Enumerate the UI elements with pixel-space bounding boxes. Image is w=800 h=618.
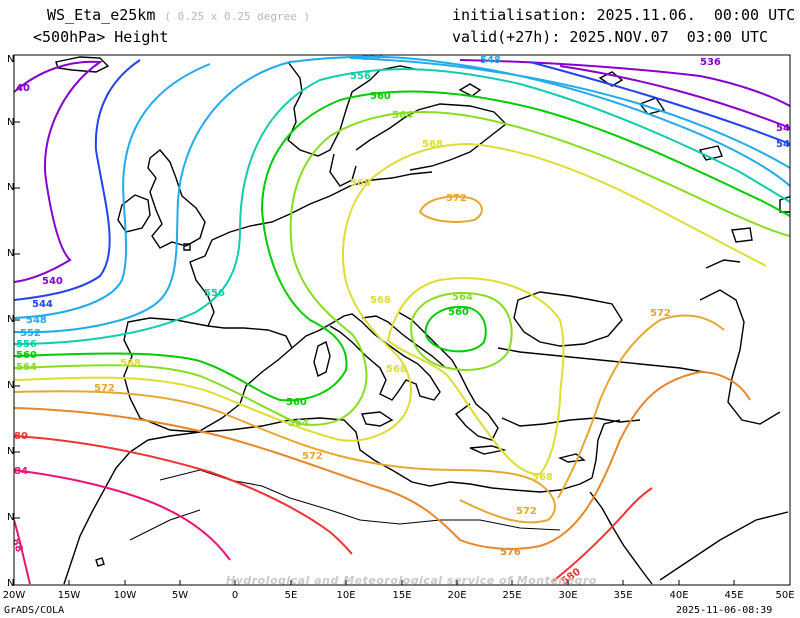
lon-tick: 5W bbox=[172, 590, 188, 601]
contour-label: 568 bbox=[370, 295, 391, 306]
contour-label: 560 bbox=[286, 397, 307, 408]
init-time: initialisation: 2025.11.06. 00:00 UTC bbox=[452, 6, 796, 24]
contour-label: 552 bbox=[362, 52, 383, 63]
contour-label: 568 bbox=[350, 178, 371, 189]
contour-label: 568 bbox=[422, 139, 443, 150]
lon-tick: 20W bbox=[3, 590, 26, 601]
contour-label: 564 bbox=[16, 362, 37, 373]
contour-label: 564 bbox=[288, 418, 309, 429]
lon-tick: 10E bbox=[336, 590, 355, 601]
map-frame bbox=[13, 54, 791, 586]
lat-tick: N bbox=[7, 182, 14, 193]
lat-tick: N bbox=[7, 380, 14, 391]
software-credit: GrADS/COLA bbox=[4, 605, 65, 616]
lat-tick: N bbox=[7, 248, 14, 259]
lon-tick: 0 bbox=[232, 590, 238, 601]
contour-label: 568 bbox=[120, 358, 141, 369]
contour-label: 40 bbox=[16, 83, 30, 94]
contour-label: 572 bbox=[94, 383, 115, 394]
contour-label: 564 bbox=[452, 292, 473, 303]
contour-label: 544 bbox=[32, 299, 53, 310]
lon-tick: 30E bbox=[558, 590, 577, 601]
lat-tick: N bbox=[7, 314, 14, 325]
lon-tick: 15W bbox=[58, 590, 81, 601]
lon-tick: 35E bbox=[613, 590, 632, 601]
lat-axis: N N N N N N N N N bbox=[7, 54, 20, 589]
contour-label: 564 bbox=[392, 110, 413, 121]
contour-label: 560 bbox=[370, 91, 391, 102]
lon-tick: 45E bbox=[724, 590, 743, 601]
generation-timestamp: 2025-11-06-08:39 bbox=[676, 605, 773, 616]
contour-label: 54 bbox=[776, 139, 790, 150]
contour-label: 88 bbox=[9, 537, 24, 554]
lon-tick: 40E bbox=[669, 590, 688, 601]
contour-label: 572 bbox=[650, 308, 671, 319]
contour-label: 548 bbox=[480, 55, 501, 66]
lat-tick: N bbox=[7, 446, 14, 457]
field-name: <500hPa> Height bbox=[33, 28, 169, 46]
contour-label: 556 bbox=[16, 339, 37, 350]
contour-label: 536 bbox=[700, 57, 721, 68]
lat-tick: N bbox=[7, 512, 14, 523]
lat-tick: N bbox=[7, 578, 14, 589]
contour-labels: 40 536 540 54 544 54 548 548 552 552 556… bbox=[9, 52, 790, 585]
height-contours bbox=[14, 55, 790, 585]
contour-label: 568 bbox=[386, 364, 407, 375]
grid-resolution: ( 0.25 x 0.25 degree ) bbox=[164, 10, 311, 23]
lon-tick: 5E bbox=[285, 590, 298, 601]
contour-label: 54 bbox=[776, 123, 790, 134]
lon-tick: 25E bbox=[502, 590, 521, 601]
lon-tick: 20E bbox=[447, 590, 466, 601]
contour-label: 80 bbox=[14, 431, 28, 442]
contour-label: 560 bbox=[16, 350, 37, 361]
contour-label: 572 bbox=[446, 193, 467, 204]
lat-tick: N bbox=[7, 117, 14, 128]
contour-label: 556 bbox=[350, 71, 371, 82]
contour-label: 84 bbox=[14, 466, 28, 477]
lat-tick: N bbox=[7, 54, 14, 65]
lon-tick: 10W bbox=[114, 590, 137, 601]
model-name: WS_Eta_e25km ( 0.25 x 0.25 degree ) bbox=[47, 6, 311, 24]
watermark: Hydrological and Meteorological service … bbox=[226, 574, 597, 587]
contour-label: 560 bbox=[448, 307, 469, 318]
contour-label: 576 bbox=[500, 547, 521, 558]
contour-label: 540 bbox=[42, 276, 63, 287]
contour-label: 572 bbox=[516, 506, 537, 517]
lon-tick: 50E bbox=[775, 590, 794, 601]
contour-label: 568 bbox=[532, 472, 553, 483]
coastlines bbox=[55, 56, 790, 585]
lon-tick: 15E bbox=[392, 590, 411, 601]
contour-label: 556 bbox=[204, 288, 225, 299]
contour-label: 552 bbox=[20, 328, 41, 339]
contour-label: 548 bbox=[26, 315, 47, 326]
contour-label: 572 bbox=[302, 451, 323, 462]
valid-time: valid(+27h): 2025.NOV.07 03:00 UTC bbox=[452, 28, 769, 46]
lon-axis: 20W 15W 10W 5W 0 5E 10E 15E 20E 25E 30E … bbox=[3, 580, 795, 601]
